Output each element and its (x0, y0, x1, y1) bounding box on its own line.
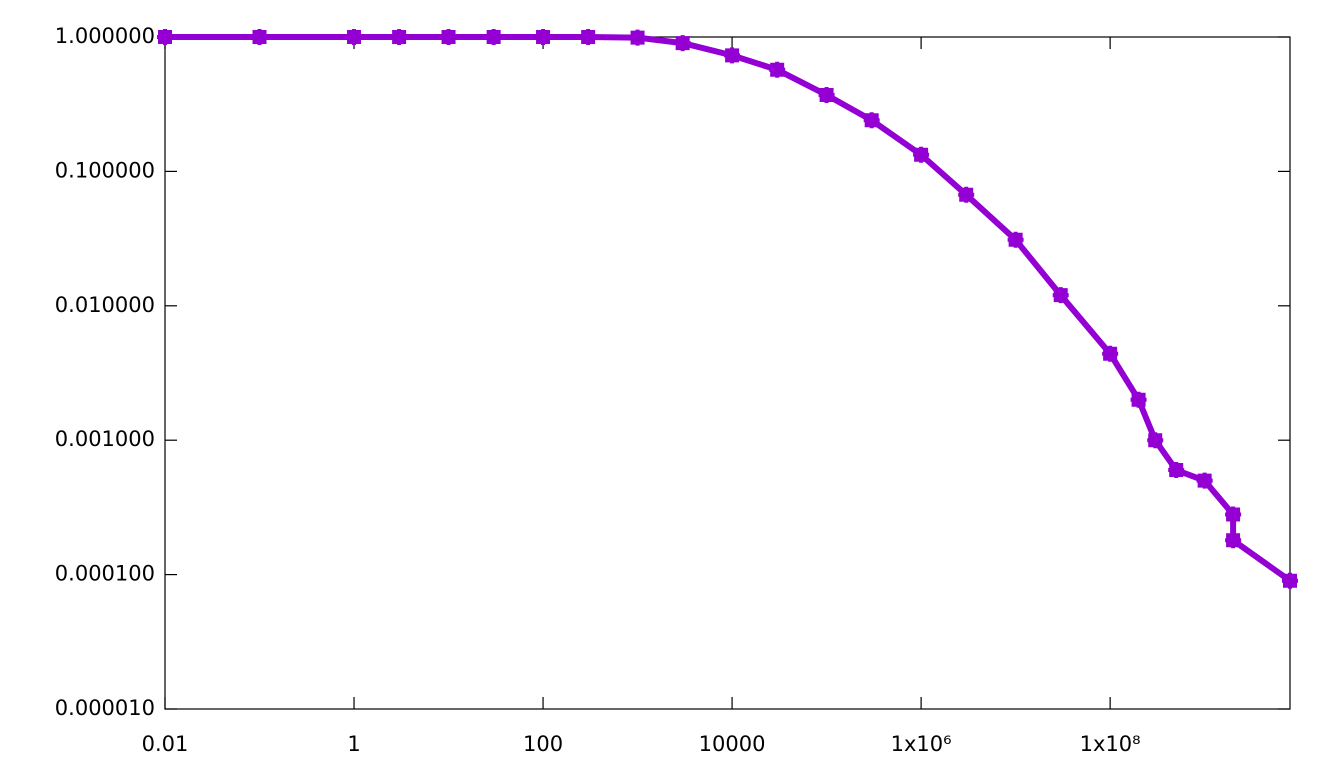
point-marker (958, 186, 975, 203)
x-tick-label: 10000 (699, 732, 766, 756)
y-tick-label: 0.001000 (55, 427, 155, 451)
y-tick-label: 0.010000 (55, 293, 155, 317)
point-marker (346, 29, 363, 45)
point-marker (1007, 231, 1024, 248)
point-marker (440, 29, 457, 45)
series-line (165, 34, 1292, 584)
point-marker (674, 35, 691, 52)
point-marker (724, 47, 741, 64)
point-marker (1168, 462, 1185, 479)
x-tick-label: 0.01 (142, 732, 189, 756)
x-tick-label: 1 (347, 732, 360, 756)
x-tick-label: 1x10⁶ (891, 732, 952, 756)
point-marker (913, 146, 930, 163)
x-tick-label: 100 (523, 732, 563, 756)
y-tick-label: 1.000000 (55, 24, 155, 48)
point-marker (1052, 287, 1069, 304)
point-marker (1102, 345, 1119, 362)
plot-frame (164, 36, 1291, 710)
point-marker (485, 29, 502, 45)
point-marker (818, 87, 835, 104)
point-marker (1225, 532, 1242, 549)
point-marker (1282, 572, 1298, 589)
y-tick-label: 0.000010 (55, 696, 155, 720)
point-marker (769, 61, 786, 78)
point-marker (157, 29, 173, 45)
point-marker (535, 29, 552, 45)
y-tick-label: 0.100000 (55, 158, 155, 182)
point-marker (580, 29, 597, 45)
point-marker (251, 29, 268, 45)
point-marker (863, 112, 880, 129)
point-marker (391, 29, 408, 45)
y-tick-label: 0.000100 (55, 562, 155, 586)
point-marker (1225, 506, 1242, 523)
point-marker (1130, 391, 1147, 408)
x-tick-label: 1x10⁸ (1080, 732, 1141, 756)
point-marker (629, 29, 646, 46)
point-marker (1196, 472, 1213, 489)
point-marker (1147, 432, 1164, 449)
